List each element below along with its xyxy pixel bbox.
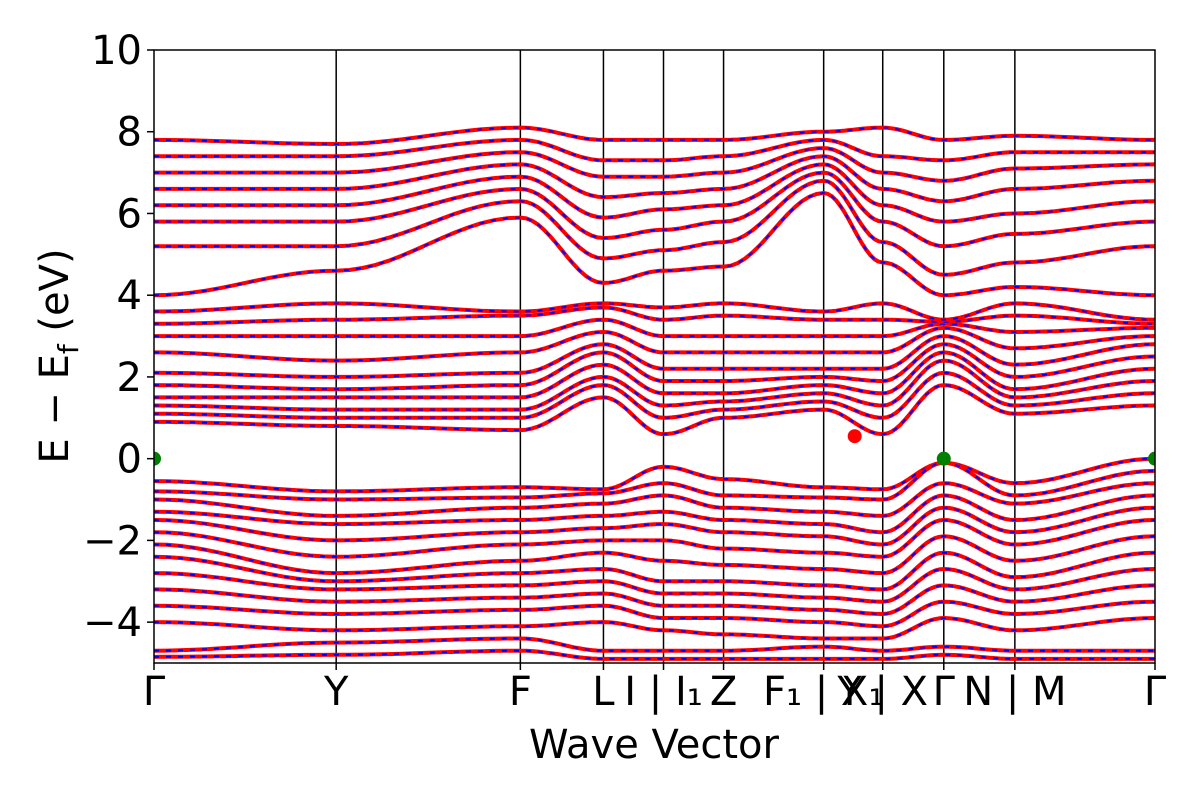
valence-band-1-spin-down — [154, 461, 1155, 501]
x-tick-label-8: Γ — [933, 669, 956, 715]
x-tick-label-4: I | I₁ — [624, 669, 703, 715]
conduction-band-15-spin-down — [154, 147, 1155, 182]
conduction-band-16-spin-up — [154, 137, 1155, 163]
x-tick-label-5: Z — [710, 669, 737, 715]
y-tick-label-1: 8 — [117, 110, 142, 156]
y-axis-title-subscript: f — [52, 343, 85, 354]
valence-band-9-spin-up — [154, 583, 1155, 616]
y-tick-label-6: −2 — [83, 518, 142, 564]
y-tick-label-7: −4 — [83, 600, 142, 646]
valence-band-5-spin-down — [154, 518, 1155, 558]
bands-group — [154, 125, 1155, 661]
conduction-band-14-spin-down — [154, 155, 1155, 203]
conduction-band-14-spin-up — [154, 154, 1155, 204]
conduction-band-6-spin-down — [154, 326, 1155, 362]
conduction-band-9-spin-down — [154, 302, 1155, 321]
vbm-marker-0 — [154, 451, 161, 466]
valence-band-6-spin-down — [154, 535, 1155, 575]
conduction-band-1-spin-down — [154, 371, 1155, 419]
y-axis: 10 8 6 4 2 0 −2 −4 — [83, 28, 154, 646]
valence-band-12-spin-up — [154, 636, 1155, 653]
conduction-band-7-spin-up — [154, 317, 1155, 339]
y-tick-label-4: 2 — [117, 355, 142, 401]
conduction-band-5-spin-up — [154, 334, 1155, 379]
y-tick-label-3: 4 — [117, 273, 142, 319]
valence-band-0-spin-down — [154, 457, 1155, 493]
valence-band-11-spin-up — [154, 616, 1155, 641]
y-axis-title-unit: (eV) — [32, 248, 78, 344]
x-tick-label-10: Γ — [1144, 669, 1167, 715]
valence-band-3-spin-down — [154, 494, 1155, 534]
conduction-band-3-spin-down — [154, 351, 1155, 399]
x-axis-title: Wave Vector — [529, 722, 780, 768]
valence-band-13-spin-up — [154, 648, 1155, 661]
y-tick-label-0: 10 — [91, 28, 142, 74]
x-tick-label-2: F — [509, 669, 532, 715]
x-tick-label-3: L — [592, 669, 615, 715]
conduction-band-0-spin-down — [154, 384, 1155, 436]
valence-band-8-spin-down — [154, 567, 1155, 603]
x-tick-label-9: N | M — [963, 669, 1066, 715]
y-tick-label-2: 6 — [117, 191, 142, 237]
valence-band-7-spin-down — [154, 551, 1155, 591]
conduction-band-4-spin-down — [154, 343, 1155, 391]
y-axis-title: E − Ef (eV) — [32, 248, 85, 463]
x-tick-label-6: F₁ | X₁ — [763, 669, 884, 715]
extrema-markers — [154, 429, 1155, 466]
valence-band-11-spin-down — [154, 616, 1155, 640]
y-axis-title-main: E − E — [32, 354, 78, 464]
axes-frame — [153, 49, 1156, 664]
cbm-marker-3 — [847, 429, 862, 444]
y-tick-label-5: 0 — [117, 437, 142, 483]
x-tick-label-7: Y | X — [836, 669, 928, 715]
conduction-band-17-spin-down — [154, 126, 1155, 146]
vbm-marker-2 — [1148, 451, 1155, 466]
valence-band-8-spin-up — [154, 567, 1155, 604]
conduction-band-11-spin-down — [154, 179, 1155, 276]
vbm-marker-1 — [936, 451, 951, 466]
conduction-band-10-spin-down — [154, 191, 1155, 297]
conduction-band-7-spin-down — [154, 318, 1155, 338]
valence-band-10-spin-up — [154, 599, 1155, 629]
conduction-band-12-spin-down — [154, 171, 1155, 248]
conduction-band-8-spin-down — [154, 306, 1155, 325]
x-tick-label-0: Γ — [143, 669, 166, 715]
conduction-band-13-spin-down — [154, 163, 1155, 223]
valence-band-0-spin-up — [154, 456, 1155, 494]
valence-band-4-spin-down — [154, 506, 1155, 546]
x-tick-label-1: Y — [323, 669, 349, 715]
conduction-band-5-spin-down — [154, 335, 1155, 378]
conduction-band-2-spin-up — [154, 358, 1155, 412]
valence-band-2-spin-up — [154, 481, 1155, 518]
